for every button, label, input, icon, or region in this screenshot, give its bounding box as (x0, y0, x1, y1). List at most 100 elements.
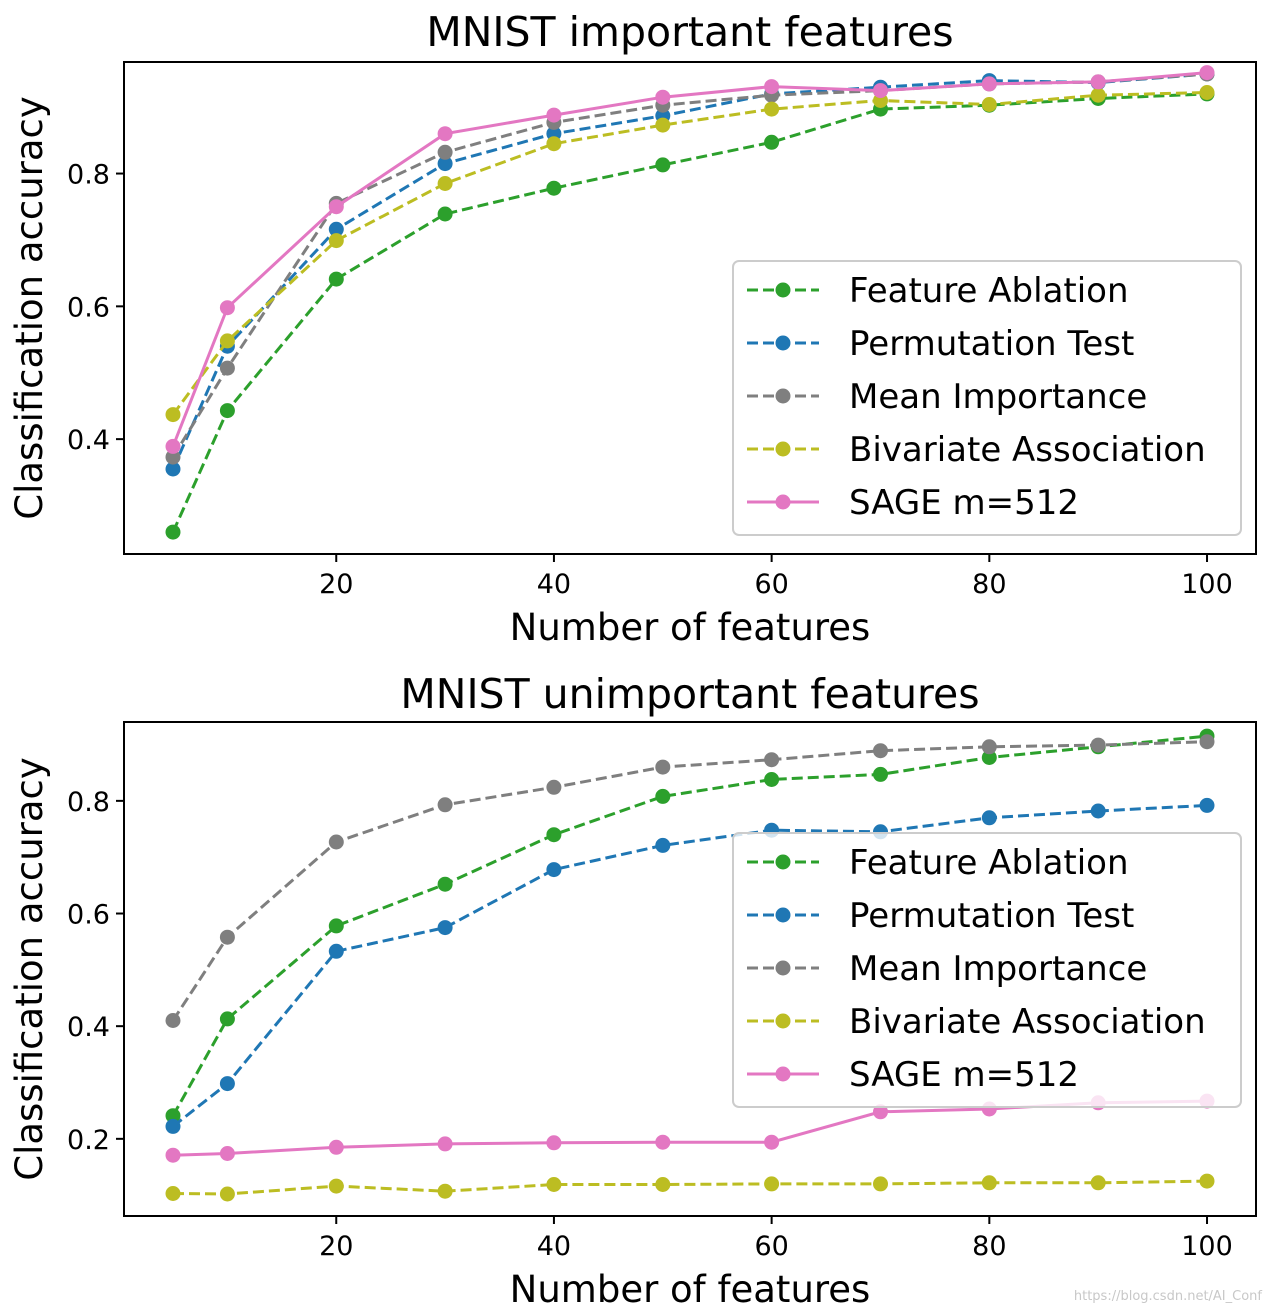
chart-2-legend-marker-4 (775, 1013, 791, 1029)
chart-1-y-axis-label: Classification accuracy (8, 96, 51, 520)
chart-2-series-2-point (1199, 797, 1215, 813)
chart-2-series-4-point (655, 1177, 671, 1192)
chart-2-series-1-point (328, 918, 344, 934)
chart-2-legend-label-1: Feature Ablation (849, 843, 1129, 883)
chart-1-legend-marker-1 (775, 282, 791, 298)
chart-2-x-tick-label: 80 (972, 1231, 1006, 1262)
chart-2-series-1-point (546, 827, 562, 843)
chart-2-y-axis-label: Classification accuracy (8, 757, 51, 1181)
chart-1-series-3-point (165, 449, 181, 465)
chart-1-y-tick-label: 0.6 (67, 292, 110, 323)
chart-2-series-3-point (1199, 734, 1215, 750)
chart-1-series-line-4 (171, 91, 1208, 416)
chart-1-series-line-1 (171, 92, 1208, 533)
chart-1-series-1-point (437, 206, 453, 222)
chart-2-x-axis-label: Number of features (510, 1268, 871, 1311)
chart-1-legend-label-1: Feature Ablation (849, 271, 1129, 311)
watermark: https://blog.csdn.net/AI_Conf (1073, 1289, 1262, 1304)
chart-2-legend-marker-5 (775, 1066, 791, 1082)
chart-2-series-1-point (981, 750, 997, 765)
chart-2-series-5-point (165, 1147, 181, 1163)
chart-2-legend-label-2: Permutation Test (849, 896, 1134, 936)
chart-1-series-5-point (219, 300, 235, 316)
chart-1-series-5-point (437, 126, 453, 142)
chart-2-series-2-point (1090, 803, 1106, 819)
chart-2-legend-label-5: SAGE m=512 (849, 1055, 1079, 1095)
chart-2-series-2-point (437, 920, 453, 936)
chart-1-legend-label-2: Permutation Test (849, 324, 1134, 364)
chart-2-series-2-point (546, 862, 562, 878)
chart-2-series-3-point (981, 739, 997, 755)
chart-1-x-tick-label: 80 (972, 569, 1006, 600)
chart-2-series-line-5 (172, 1099, 1208, 1157)
chart-2-legend-label-4: Bivariate Association (849, 1002, 1206, 1042)
chart-1-series-4-point (546, 136, 562, 152)
chart-1-x-tick-label: 60 (754, 569, 788, 600)
chart-2-series-line-4 (172, 1179, 1208, 1196)
chart-2-series-3-point (165, 1013, 181, 1028)
chart-2-series-5-point (873, 1104, 888, 1120)
chart-2-series-2-point (219, 1076, 235, 1092)
chart-2-legend-marker-1 (775, 854, 791, 870)
chart-2-title: MNIST unimportant features (400, 670, 979, 718)
chart-2-series-2-point (328, 943, 344, 959)
chart-2-y-tick-label: 0.4 (67, 1012, 110, 1043)
chart-2-x-tick-label: 60 (754, 1231, 788, 1262)
chart-2-legend-marker-3 (775, 960, 791, 976)
chart-2-series-4-point (764, 1176, 780, 1192)
chart-1-series-3-point (219, 360, 235, 376)
chart-2-x-tick-label: 100 (1181, 1231, 1233, 1262)
chart-2-series-3-point (437, 797, 453, 813)
chart-1-y-tick-label: 0.8 (67, 160, 110, 191)
chart-2-plot-frame (123, 721, 1257, 1217)
chart-1-series-4-point (1090, 87, 1106, 103)
chart-2-y-tick-label: 0.8 (67, 787, 110, 818)
chart-1-series-5-point (764, 79, 780, 95)
chart-1-x-tick-label: 40 (537, 569, 571, 600)
chart-2-legend-label-3: Mean Importance (849, 949, 1147, 989)
chart-1-series-1-point (764, 134, 780, 150)
chart-2-legend-marker-2 (775, 907, 791, 923)
chart-1-series-5-point (655, 89, 671, 105)
chart-1-x-tick-label: 100 (1181, 569, 1233, 600)
chart-1-series-2-point (165, 461, 181, 477)
chart-1-series-1-point (219, 403, 235, 419)
chart-1-series-1-point (165, 524, 181, 540)
chart-1-series-1-point (655, 157, 671, 173)
chart-1-series-4-point (1199, 85, 1215, 100)
chart-2-series-3-point (655, 759, 671, 775)
chart-1-series-4-point (981, 97, 997, 112)
chart-1-legend-marker-2 (775, 335, 791, 351)
chart-2-series-3-point (873, 743, 888, 759)
chart-2-series-1-point (219, 1011, 235, 1027)
chart-1-title: MNIST important features (426, 8, 953, 56)
chart-2-series-4-point (437, 1183, 453, 1199)
chart-2-series-4-point (328, 1178, 344, 1194)
chart-1-legend-label-3: Mean Importance (849, 377, 1147, 417)
chart-2-series-2-point (655, 837, 671, 853)
chart-2-x-tick-label: 40 (537, 1231, 571, 1262)
chart-1-series-3-point (437, 144, 453, 160)
chart-1-x-tick-label: 20 (319, 569, 353, 600)
chart-1-series-2-point (437, 156, 453, 172)
chart-2-series-4-point (546, 1177, 562, 1192)
chart-2-y-tick-label: 0.6 (67, 900, 110, 931)
chart-1-series-5-point (981, 76, 997, 92)
chart-1-series-5-point (546, 107, 562, 123)
chart-2-series-1-point (764, 772, 780, 787)
chart-1-x-axis-label: Number of features (510, 606, 871, 649)
chart-2-series-4-point (1090, 1175, 1106, 1191)
chart-2-series-3-point (1090, 737, 1106, 753)
chart-2-series-1-point (165, 1108, 181, 1124)
chart-2-series-3-point (328, 834, 344, 850)
chart-2-y-tick-label: 0.2 (67, 1125, 110, 1156)
chart-1-series-5-point (328, 199, 344, 215)
chart-1-legend-marker-3 (775, 388, 791, 404)
chart-1-series-4-point (328, 233, 344, 249)
chart-2-series-5-point (764, 1134, 780, 1150)
chart-2-series-2-point (165, 1118, 181, 1134)
chart-1-plot-frame (123, 61, 1257, 555)
chart-2-series-4-point (981, 1175, 997, 1191)
chart-1-series-5-point (1090, 74, 1106, 90)
chart-2-x-tick-label: 20 (319, 1231, 353, 1262)
